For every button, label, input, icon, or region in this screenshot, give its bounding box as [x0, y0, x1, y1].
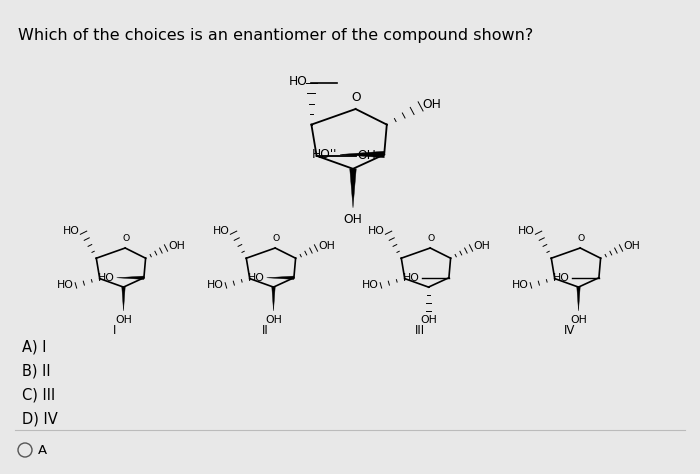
Polygon shape: [340, 151, 384, 158]
Text: OH: OH: [265, 315, 282, 325]
Text: HO: HO: [288, 74, 307, 88]
Text: OH: OH: [344, 213, 363, 226]
Text: HO: HO: [553, 273, 570, 283]
Polygon shape: [350, 169, 356, 208]
Polygon shape: [122, 287, 125, 311]
Text: OH: OH: [358, 149, 377, 162]
Text: HO: HO: [402, 273, 420, 283]
Text: OH: OH: [423, 98, 442, 111]
Text: HO'': HO'': [312, 148, 337, 161]
Text: O: O: [578, 234, 584, 243]
Text: I: I: [113, 325, 117, 337]
Text: B) II: B) II: [22, 364, 50, 379]
Polygon shape: [117, 276, 144, 280]
Text: II: II: [262, 325, 268, 337]
Text: HO: HO: [518, 226, 535, 236]
Polygon shape: [272, 287, 275, 311]
Text: HO: HO: [98, 273, 115, 283]
Text: IV: IV: [564, 325, 575, 337]
Text: O: O: [122, 234, 130, 243]
Text: III: III: [415, 325, 425, 337]
Text: OH: OH: [318, 241, 335, 251]
Text: OH: OH: [623, 241, 640, 251]
Text: OH: OH: [473, 241, 490, 251]
Text: HO: HO: [362, 281, 379, 291]
Text: OH: OH: [570, 315, 587, 325]
Text: HO: HO: [57, 281, 74, 291]
Text: HO: HO: [248, 273, 265, 283]
Text: HO: HO: [512, 281, 529, 291]
Text: A: A: [38, 444, 47, 456]
Text: A) I: A) I: [22, 340, 46, 355]
Text: O: O: [428, 234, 435, 243]
Text: HO: HO: [213, 226, 230, 236]
Polygon shape: [267, 276, 294, 280]
Text: O: O: [352, 91, 361, 104]
Text: O: O: [272, 234, 280, 243]
Text: OH: OH: [115, 315, 132, 325]
Text: HO: HO: [207, 281, 224, 291]
Text: Which of the choices is an enantiomer of the compound shown?: Which of the choices is an enantiomer of…: [18, 28, 533, 43]
Text: HO: HO: [63, 226, 80, 236]
Text: OH: OH: [168, 241, 185, 251]
Text: D) IV: D) IV: [22, 412, 57, 427]
Text: C) III: C) III: [22, 388, 55, 403]
Polygon shape: [577, 287, 580, 311]
Text: HO: HO: [368, 226, 384, 236]
Text: OH: OH: [420, 315, 437, 325]
